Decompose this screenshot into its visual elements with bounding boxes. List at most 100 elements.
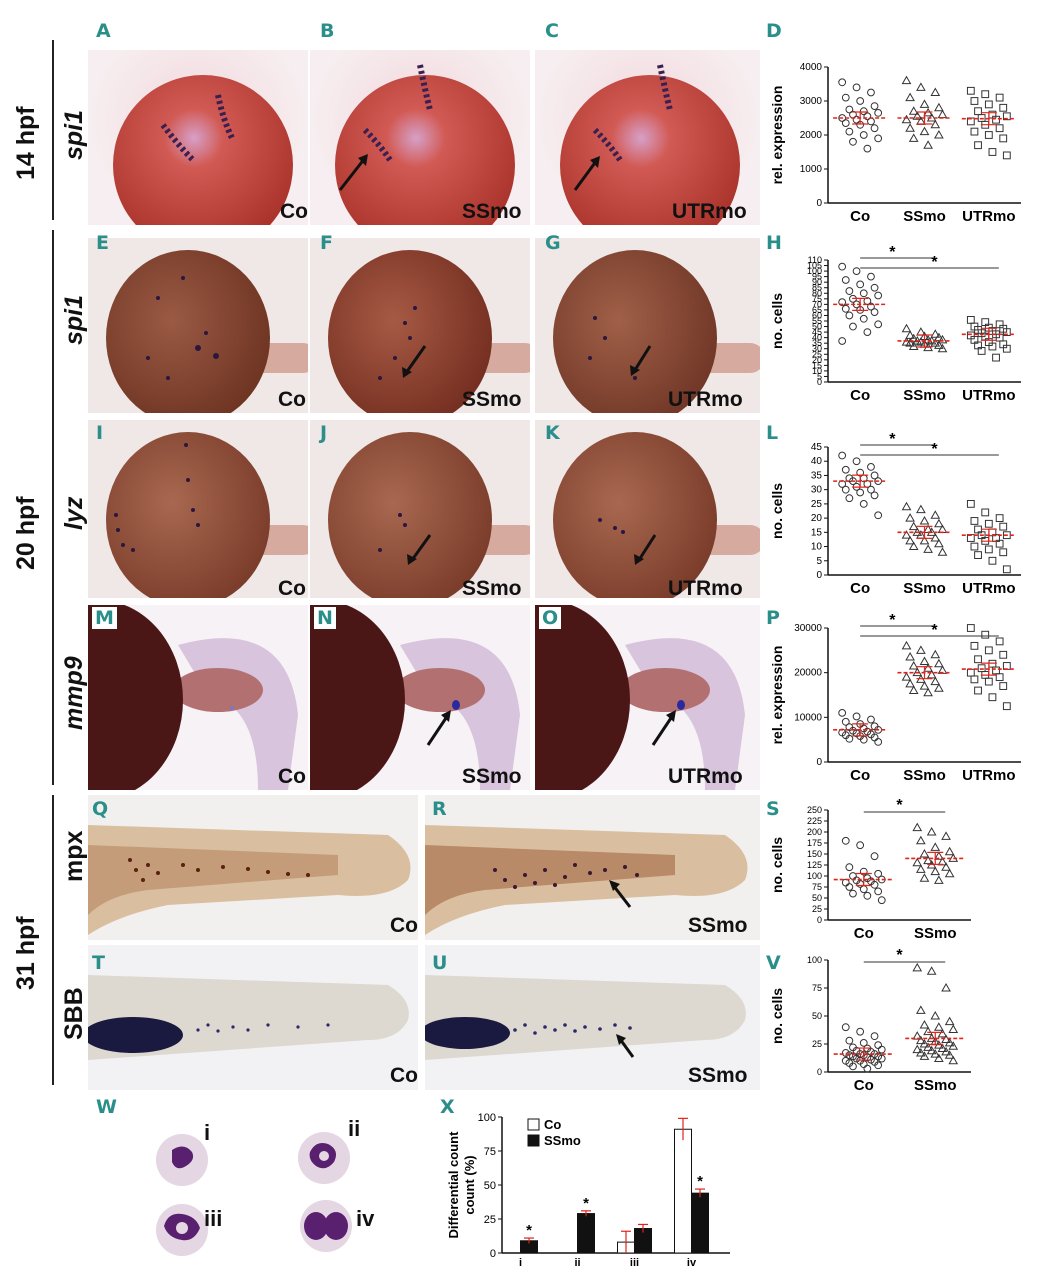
category-label-x: iv xyxy=(687,1257,697,1269)
data-point-p xyxy=(992,666,1000,675)
data-point-v xyxy=(930,1010,941,1020)
y-tick-label-h: 35 xyxy=(812,338,822,348)
photo-panel-a xyxy=(88,50,308,225)
y-tick-label-h: 100 xyxy=(807,266,822,276)
data-point-h xyxy=(901,323,912,333)
significance-star-l: * xyxy=(931,441,938,458)
data-point-d xyxy=(974,141,982,150)
data-point-d xyxy=(970,127,979,136)
data-point-p xyxy=(919,656,930,665)
data-point-d xyxy=(995,93,1004,102)
data-point-d xyxy=(863,112,872,121)
data-point-s xyxy=(919,873,930,882)
data-point-p xyxy=(841,717,850,726)
data-point-p xyxy=(934,683,944,692)
y-tick-label-s: 75 xyxy=(812,882,822,892)
data-point-p xyxy=(852,712,861,721)
data-point-h xyxy=(966,315,975,324)
data-point-s xyxy=(919,848,930,858)
data-point-h xyxy=(845,311,854,320)
y-tick-label-v: 100 xyxy=(807,955,822,965)
panel-label-l: L xyxy=(766,422,779,444)
photo-panel-c xyxy=(535,50,760,225)
cell-image-ii xyxy=(292,1124,362,1190)
condition-label-a: Co xyxy=(280,200,308,223)
y-tick-label-s: 0 xyxy=(817,915,822,925)
data-point-h xyxy=(905,330,915,339)
data-point-h xyxy=(859,314,868,323)
bar-x-ssmo xyxy=(577,1213,595,1254)
cell-image-iv xyxy=(292,1192,362,1258)
significance-star-p: * xyxy=(889,612,896,629)
y-tick-label-h: 70 xyxy=(812,299,822,309)
y-tick-label-h: 25 xyxy=(812,349,822,359)
y-tick-label-h: 40 xyxy=(812,333,822,343)
data-point-l xyxy=(849,477,857,486)
data-point-l xyxy=(856,488,865,497)
data-point-l xyxy=(919,535,930,545)
category-label-p: SSmo xyxy=(903,767,946,784)
data-point-v xyxy=(870,1032,879,1041)
data-point-v xyxy=(941,1046,951,1056)
condition-label-c: UTRmo xyxy=(672,200,747,223)
data-point-s xyxy=(941,862,951,871)
condition-label-m: Co xyxy=(278,765,306,788)
panel-label-m: M xyxy=(92,607,117,629)
data-point-v xyxy=(944,1050,955,1059)
data-point-p xyxy=(981,630,990,639)
data-point-l xyxy=(937,547,948,556)
significance-star-x: * xyxy=(697,1173,703,1190)
condition-label-e: Co xyxy=(278,388,306,411)
gene-label-spi1-14: spi1 xyxy=(60,109,88,160)
data-point-v xyxy=(856,1027,865,1036)
data-point-d xyxy=(937,109,948,119)
data-point-h xyxy=(934,340,944,349)
condition-label-t: Co xyxy=(390,1064,418,1087)
y-tick-label-l: 25 xyxy=(811,499,823,510)
data-point-d xyxy=(1002,112,1011,121)
photo-panel-n xyxy=(310,605,530,790)
y-tick-label-v: 25 xyxy=(812,1039,822,1049)
condition-label-u: SSmo xyxy=(688,1064,748,1087)
data-point-v xyxy=(948,1055,959,1065)
data-point-s xyxy=(930,842,941,851)
data-point-p xyxy=(977,664,986,673)
y-axis-label-x: Differential count xyxy=(446,1131,461,1239)
data-point-l xyxy=(901,501,912,511)
panel-label-g: G xyxy=(545,232,561,254)
data-point-s xyxy=(845,863,854,872)
data-point-p xyxy=(923,687,933,697)
legend-swatch-x xyxy=(527,1134,540,1147)
data-point-h xyxy=(905,338,915,347)
data-point-p xyxy=(930,649,941,659)
y-tick-label-l: 20 xyxy=(811,513,823,524)
data-point-d xyxy=(863,144,872,153)
data-point-v xyxy=(948,1041,959,1050)
y-tick-label-l: 30 xyxy=(811,485,823,496)
data-point-d xyxy=(934,129,944,139)
data-point-v xyxy=(926,966,937,975)
significance-star-v: * xyxy=(896,947,903,964)
data-point-l xyxy=(970,542,979,551)
data-point-h xyxy=(930,338,941,347)
data-point-v xyxy=(923,1042,933,1051)
data-point-d xyxy=(999,103,1008,112)
y-axis-label-h: no. cells xyxy=(769,293,785,349)
data-point-h xyxy=(841,304,850,313)
data-point-d xyxy=(841,93,850,102)
data-point-d xyxy=(870,124,879,133)
panel-label-o: O xyxy=(539,607,562,629)
panel-label-r: R xyxy=(432,798,447,820)
category-label-d: SSmo xyxy=(903,208,946,225)
condition-label-k: UTRmo xyxy=(668,577,743,600)
data-point-l xyxy=(999,522,1008,531)
y-tick-label-h: 30 xyxy=(812,344,822,354)
data-point-l xyxy=(981,508,990,517)
data-point-d xyxy=(908,133,919,142)
data-point-p xyxy=(966,668,975,677)
category-label-x: ii xyxy=(574,1257,580,1269)
data-point-l xyxy=(930,510,941,519)
data-point-v xyxy=(877,1054,886,1063)
y-tick-label-l: 45 xyxy=(811,442,823,453)
data-point-h xyxy=(863,328,872,336)
